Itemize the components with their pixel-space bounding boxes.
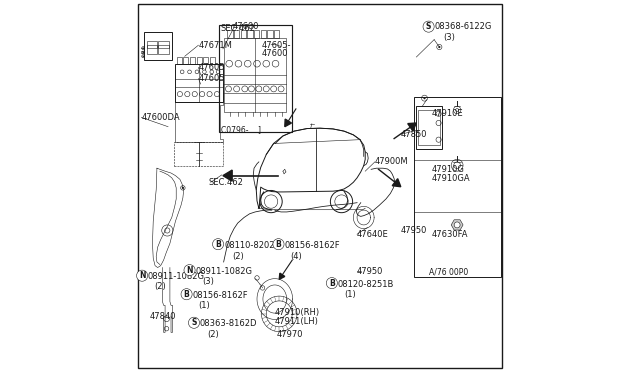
Text: S: S	[191, 318, 196, 327]
Text: B: B	[329, 279, 335, 288]
Text: 08368-6122G: 08368-6122G	[435, 22, 492, 31]
Text: SEC.462: SEC.462	[221, 24, 255, 33]
Bar	[159, 41, 169, 48]
Text: B: B	[215, 240, 221, 249]
Circle shape	[136, 270, 148, 281]
Text: 47910E: 47910E	[431, 109, 463, 118]
Text: 08363-8162D: 08363-8162D	[200, 320, 257, 328]
Polygon shape	[408, 123, 417, 131]
Bar	[254, 30, 259, 38]
Text: N: N	[186, 266, 193, 275]
Bar	[241, 30, 246, 38]
Circle shape	[273, 238, 284, 250]
Bar	[147, 45, 157, 54]
Bar	[418, 110, 440, 145]
Bar	[268, 30, 273, 38]
Text: 08156-8162F: 08156-8162F	[284, 241, 340, 250]
Text: 47970: 47970	[276, 330, 303, 339]
Text: 47600: 47600	[262, 49, 288, 58]
Bar	[225, 38, 285, 112]
Bar	[248, 30, 253, 38]
Polygon shape	[279, 273, 285, 279]
Bar	[190, 57, 195, 64]
Bar	[196, 57, 202, 64]
Text: (2): (2)	[207, 330, 219, 339]
Text: 08911-1082G: 08911-1082G	[195, 267, 252, 276]
Text: 47630FA: 47630FA	[431, 230, 468, 239]
Circle shape	[188, 317, 200, 328]
Circle shape	[143, 52, 144, 53]
Circle shape	[184, 264, 195, 276]
Bar	[204, 57, 209, 64]
Bar	[177, 57, 182, 64]
Bar	[147, 41, 157, 48]
Text: 08156-8162F: 08156-8162F	[192, 291, 248, 300]
Bar	[274, 30, 279, 38]
Text: B: B	[276, 240, 282, 249]
Text: B: B	[184, 290, 189, 299]
Text: 47910GA: 47910GA	[431, 174, 470, 183]
Text: 08120-8251B: 08120-8251B	[338, 280, 394, 289]
Bar	[260, 30, 266, 38]
Circle shape	[143, 47, 144, 49]
Polygon shape	[392, 179, 401, 187]
Bar	[415, 106, 442, 149]
Circle shape	[182, 187, 184, 189]
Text: 47910(RH): 47910(RH)	[275, 308, 320, 317]
Circle shape	[181, 289, 192, 300]
Circle shape	[326, 278, 337, 289]
Polygon shape	[285, 119, 291, 127]
Text: 47911(LH): 47911(LH)	[275, 317, 319, 326]
Text: (2): (2)	[232, 252, 244, 261]
Text: 47605: 47605	[199, 74, 225, 83]
Bar	[210, 57, 215, 64]
Circle shape	[423, 21, 434, 32]
Text: 47910G: 47910G	[431, 165, 464, 174]
Text: (2): (2)	[154, 282, 166, 291]
Text: 08911-1082G: 08911-1082G	[148, 272, 205, 281]
Circle shape	[438, 46, 440, 48]
Text: 47600DA: 47600DA	[141, 113, 180, 122]
Bar	[159, 45, 169, 54]
Text: 47950: 47950	[401, 226, 427, 235]
Bar	[234, 30, 239, 38]
Text: S: S	[426, 22, 431, 31]
Text: 47850: 47850	[401, 129, 428, 139]
Text: 47605: 47605	[199, 63, 225, 72]
Bar	[219, 25, 292, 132]
Bar	[414, 97, 501, 277]
Bar	[183, 57, 188, 64]
Circle shape	[424, 97, 426, 99]
Text: (1): (1)	[198, 301, 210, 310]
Bar	[175, 64, 223, 102]
Circle shape	[212, 238, 223, 250]
Text: A/76 00P0: A/76 00P0	[429, 267, 468, 276]
Bar	[144, 32, 172, 60]
Text: 47840: 47840	[150, 312, 176, 321]
Text: 47600: 47600	[232, 22, 259, 31]
Text: 08110-8202B: 08110-8202B	[225, 241, 281, 250]
Text: 47950: 47950	[357, 267, 383, 276]
Text: (3): (3)	[443, 33, 455, 42]
Text: C0796-    ]: C0796- ]	[221, 125, 260, 134]
Text: 47671M: 47671M	[199, 41, 233, 50]
Bar	[227, 30, 232, 38]
Text: (1): (1)	[344, 290, 356, 299]
Polygon shape	[223, 170, 232, 181]
Text: 47605-: 47605-	[262, 41, 291, 50]
Circle shape	[454, 222, 460, 228]
Text: (4): (4)	[291, 252, 302, 261]
Circle shape	[143, 55, 144, 57]
Text: 47640E: 47640E	[357, 230, 389, 239]
Text: SEC.462: SEC.462	[208, 178, 243, 187]
Polygon shape	[451, 220, 463, 230]
Text: N: N	[139, 271, 145, 280]
Text: (3): (3)	[202, 277, 214, 286]
Text: 47900M: 47900M	[375, 157, 408, 166]
